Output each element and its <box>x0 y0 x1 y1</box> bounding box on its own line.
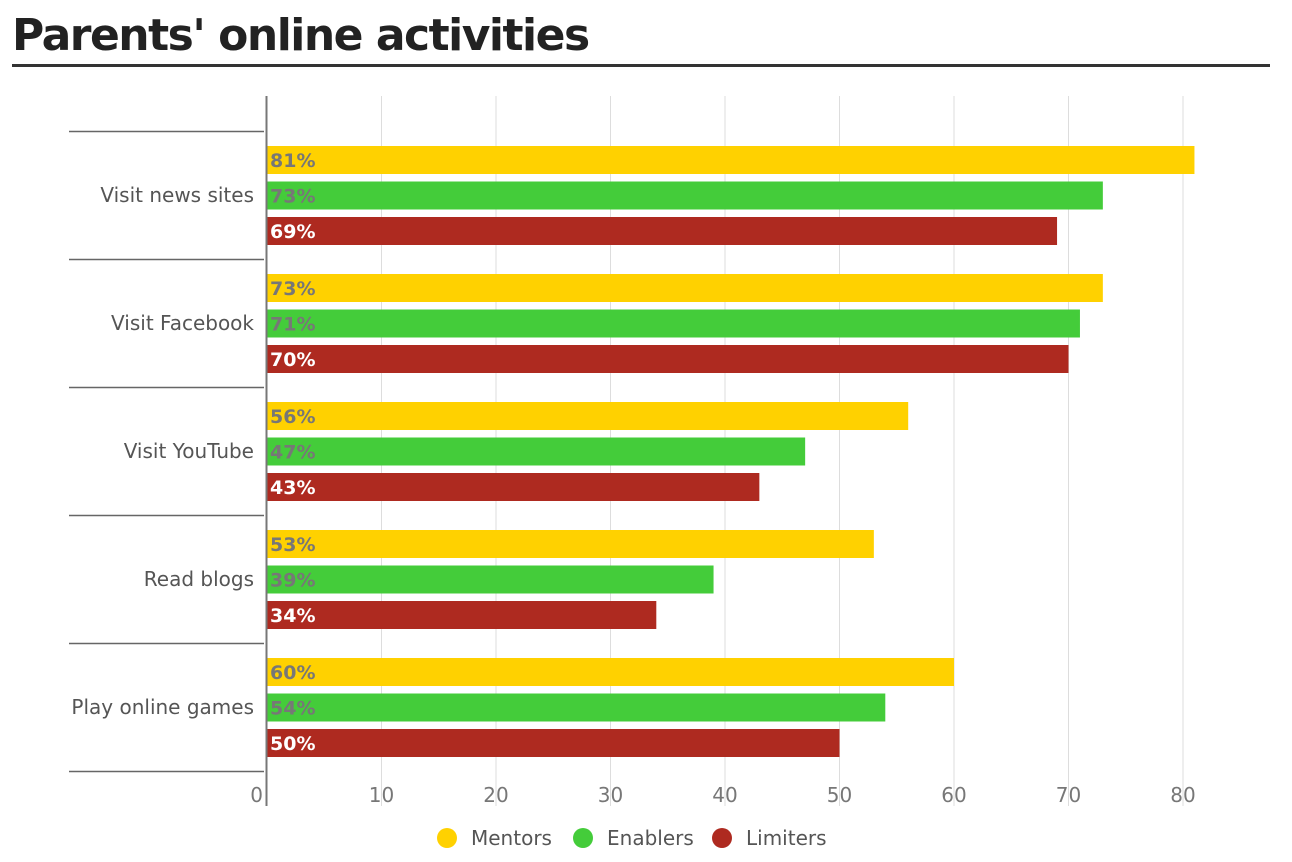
bar-enablers <box>267 693 886 722</box>
x-axis-tick-labels: 0 10 20 30 40 50 60 70 80 <box>250 783 1195 807</box>
bar-value-label: 60% <box>270 662 315 684</box>
bar-value-label: 43% <box>270 477 315 499</box>
chart-title: Parents' online activities <box>12 10 590 61</box>
bar-value-label: 81% <box>270 150 315 172</box>
bar-value-label: 73% <box>270 278 315 300</box>
bar-value-label: 54% <box>270 698 315 720</box>
legend-label: Mentors <box>471 826 552 850</box>
bar-value-label: 56% <box>270 406 315 428</box>
gridlines <box>381 96 1184 806</box>
bar-limiters <box>267 473 760 501</box>
x-tick-label: 80 <box>1170 783 1195 807</box>
category-label: Read blogs <box>144 567 254 591</box>
x-tick-label: 30 <box>598 783 623 807</box>
legend-swatch-enablers <box>573 828 593 848</box>
category-label: Visit Facebook <box>111 311 254 335</box>
bar-value-label: 71% <box>270 314 315 336</box>
x-tick-label: 70 <box>1056 783 1081 807</box>
title-underline <box>12 64 1270 67</box>
x-tick-label: 60 <box>941 783 966 807</box>
bar-value-label: 34% <box>270 605 315 627</box>
legend-label: Enablers <box>607 826 694 850</box>
bar-mentors <box>267 274 1103 302</box>
legend-swatch-mentors <box>437 828 457 848</box>
bar-mentors <box>267 146 1195 174</box>
x-tick-label: 40 <box>712 783 737 807</box>
x-tick-label: 0 <box>250 783 263 807</box>
bar-enablers <box>267 565 714 594</box>
legend: Mentors Enablers Limiters <box>437 826 827 850</box>
bar-mentors <box>267 530 874 558</box>
bar-value-label: 39% <box>270 570 315 592</box>
bar-enablers <box>267 437 806 466</box>
bar-limiters <box>267 345 1069 373</box>
bar-value-label: 53% <box>270 534 315 556</box>
bar-enablers <box>267 181 1103 210</box>
category-labels: Visit news sites Visit Facebook Visit YouT… <box>71 183 254 719</box>
bar-enablers <box>267 309 1080 338</box>
x-tick-label: 20 <box>483 783 508 807</box>
x-tick-label: 50 <box>827 783 852 807</box>
bar-mentors <box>267 658 954 686</box>
category-label: Play online games <box>71 695 254 719</box>
category-label: Visit YouTube <box>124 439 254 463</box>
bar-value-label: 69% <box>270 221 315 243</box>
bar-value-labels: 81% 73% 69% 73% 71% 70% 56% 47% 43% 53% 39% 34% 60% 5… <box>270 150 315 755</box>
bar-value-label: 50% <box>270 733 315 755</box>
legend-swatch-limiters <box>712 828 732 848</box>
bars <box>267 146 1195 757</box>
bar-limiters <box>267 729 840 757</box>
bar-value-label: 73% <box>270 186 315 208</box>
legend-label: Limiters <box>746 826 827 850</box>
category-separators <box>69 130 264 773</box>
bar-value-label: 70% <box>270 349 315 371</box>
bar-limiters <box>267 601 657 629</box>
x-tick-label: 10 <box>369 783 394 807</box>
bar-value-label: 47% <box>270 442 315 464</box>
bar-mentors <box>267 402 909 430</box>
category-label: Visit news sites <box>100 183 254 207</box>
bar-limiters <box>267 217 1058 245</box>
